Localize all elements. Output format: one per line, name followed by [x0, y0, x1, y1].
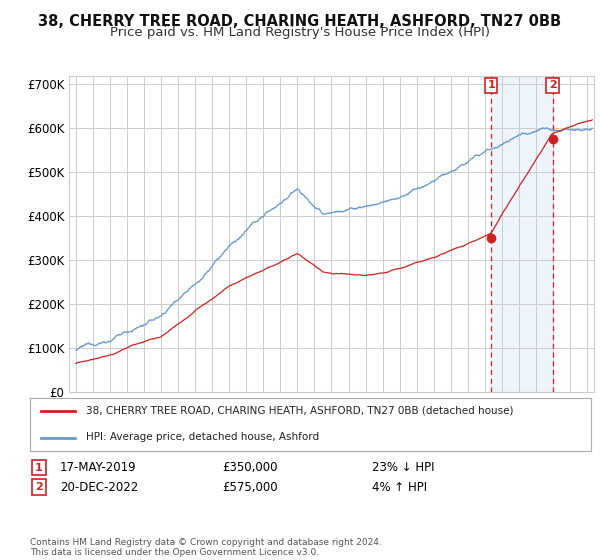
Text: 20-DEC-2022: 20-DEC-2022: [60, 480, 138, 494]
Text: 23% ↓ HPI: 23% ↓ HPI: [372, 461, 434, 474]
Text: 38, CHERRY TREE ROAD, CHARING HEATH, ASHFORD, TN27 0BB: 38, CHERRY TREE ROAD, CHARING HEATH, ASH…: [38, 14, 562, 29]
Text: HPI: Average price, detached house, Ashford: HPI: Average price, detached house, Ashf…: [86, 432, 319, 442]
Text: £350,000: £350,000: [222, 461, 277, 474]
Text: 38, CHERRY TREE ROAD, CHARING HEATH, ASHFORD, TN27 0BB (detached house): 38, CHERRY TREE ROAD, CHARING HEATH, ASH…: [86, 406, 514, 416]
Text: 4% ↑ HPI: 4% ↑ HPI: [372, 480, 427, 494]
Text: 2: 2: [35, 482, 43, 492]
Text: Price paid vs. HM Land Registry's House Price Index (HPI): Price paid vs. HM Land Registry's House …: [110, 26, 490, 39]
Text: 1: 1: [487, 80, 495, 90]
Bar: [491, 76, 553, 392]
Text: 2: 2: [549, 80, 556, 90]
Text: Contains HM Land Registry data © Crown copyright and database right 2024.
This d: Contains HM Land Registry data © Crown c…: [30, 538, 382, 557]
Text: 1: 1: [35, 463, 43, 473]
Text: 17-MAY-2019: 17-MAY-2019: [60, 461, 137, 474]
Text: £575,000: £575,000: [222, 480, 278, 494]
